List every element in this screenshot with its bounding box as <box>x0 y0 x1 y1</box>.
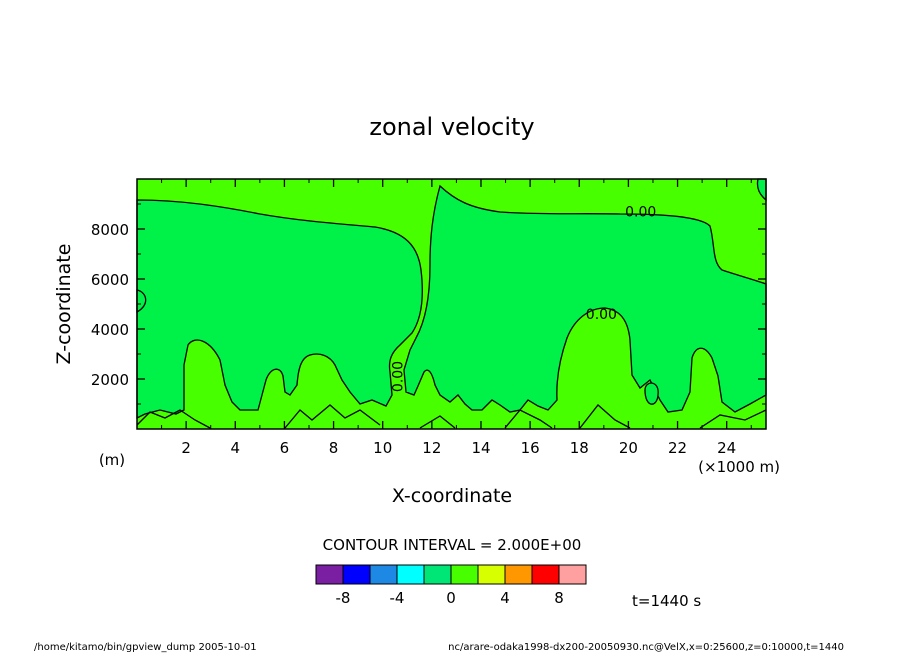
chart-title: zonal velocity <box>369 113 534 141</box>
x-tick-label: 24 <box>717 439 736 457</box>
x-tick-label: 6 <box>280 439 290 457</box>
x-tick-label: 12 <box>422 439 441 457</box>
bottom-contour-5 <box>579 404 631 429</box>
y-unit-label: (m) <box>99 451 125 469</box>
bottom-contour-1 <box>136 409 211 429</box>
y-tick-label: 2000 <box>91 371 129 389</box>
legend-tick-label: -8 <box>336 589 351 607</box>
legend-color-box <box>342 564 371 585</box>
x-tick-label: 10 <box>373 439 392 457</box>
contour-fill-regions <box>136 178 767 420</box>
contour-interval-label: CONTOUR INTERVAL = 2.000E+00 <box>323 536 582 554</box>
x-tick-label: 14 <box>471 439 490 457</box>
plot-area: 0.00 0.00 0.00 <box>136 178 767 430</box>
contour-label: 0.00 <box>625 205 656 221</box>
x-tick-label: 16 <box>521 439 540 457</box>
contour-label: 0.00 <box>586 307 617 323</box>
region-center-right <box>403 184 767 413</box>
region-small-oval <box>644 382 659 405</box>
bottom-contours <box>136 404 767 429</box>
y-axis-title: Z-coordinate <box>53 244 75 365</box>
legend-color-box <box>315 564 344 585</box>
x-axis: 2 4 6 8 10 12 14 16 18 20 22 24 <box>161 179 752 457</box>
color-legend: -8 -4 0 4 8 <box>315 564 587 607</box>
legend-color-box <box>450 564 479 585</box>
x-axis-title: X-coordinate <box>392 485 512 507</box>
bottom-contour-6 <box>699 409 767 429</box>
legend-tick-label: 8 <box>554 589 564 607</box>
region-upper-left <box>136 199 423 420</box>
x-tick-label: 8 <box>329 439 339 457</box>
y-tick-label: 6000 <box>91 271 129 289</box>
contour-labels: 0.00 0.00 0.00 <box>390 205 656 393</box>
x-tick-label: 18 <box>570 439 589 457</box>
legend-tick-label: 0 <box>446 589 456 607</box>
x-tick-label: 2 <box>181 439 191 457</box>
legend-color-box <box>558 564 587 585</box>
y-tick-label: 8000 <box>91 221 129 239</box>
legend-color-box <box>423 564 452 585</box>
y-tick-label: 4000 <box>91 321 129 339</box>
contour-label: 0.00 <box>390 361 406 392</box>
legend-color-box <box>477 564 506 585</box>
time-label: t=1440 s <box>632 592 701 610</box>
bottom-contour-3 <box>419 415 456 429</box>
legend-tick-label: 4 <box>500 589 510 607</box>
bottom-contour-4 <box>504 409 553 429</box>
legend-tick-label: -4 <box>390 589 405 607</box>
footer-right: nc/arare-odaka1998-dx200-20050930.nc@Vel… <box>448 642 844 653</box>
x-tick-label: 20 <box>619 439 638 457</box>
x-unit-label: (×1000 m) <box>698 458 780 476</box>
bottom-contour-2 <box>284 404 381 429</box>
y-axis: 2000 4000 6000 8000 <box>91 203 766 405</box>
legend-color-box <box>396 564 425 585</box>
x-tick-label: 4 <box>231 439 241 457</box>
legend-color-box <box>531 564 560 585</box>
footer-left: /home/kitamo/bin/gpview_dump 2005-10-01 <box>34 642 257 653</box>
x-tick-label: 22 <box>668 439 687 457</box>
legend-color-box <box>504 564 533 585</box>
legend-color-box <box>369 564 398 585</box>
